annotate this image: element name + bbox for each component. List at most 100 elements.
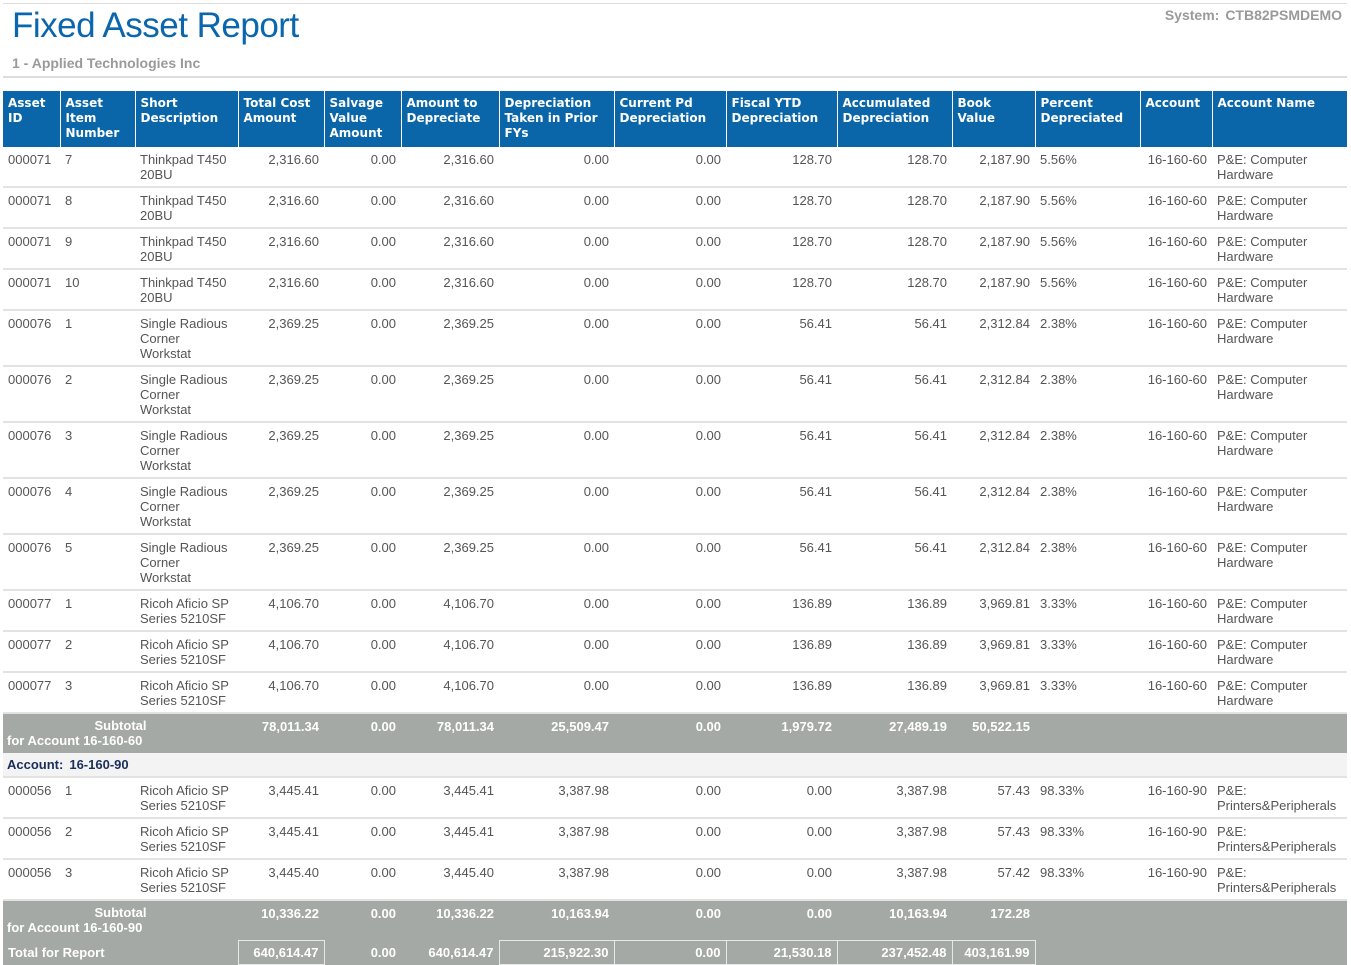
table-cell: 000071 <box>3 228 60 270</box>
table-cell: 2,369.25 <box>401 422 499 479</box>
table-cell: 16-160-90 <box>1140 859 1212 901</box>
table-cell: 56.41 <box>837 366 952 423</box>
report-total-row: Total for Report 640,614.47 0.00 640,614.47… <box>3 940 1347 965</box>
table-cell: 3,387.98 <box>499 818 614 860</box>
table-cell: 000056 <box>3 818 60 860</box>
table-cell: 56.41 <box>837 478 952 535</box>
column-header[interactable]: Current Pd Depreciation <box>613 91 726 147</box>
table-cell: 2,369.25 <box>401 478 499 535</box>
column-header[interactable]: Fiscal YTD Depreciation <box>725 91 837 147</box>
table-row[interactable]: 000076 4 Single Radious Corner Workstat 2,3… <box>3 478 1347 535</box>
subtotal-value: 78,011.34 <box>401 713 499 753</box>
table-row[interactable]: 000071 9 Thinkpad T450 20BU 2,316.60 0.00 2,3… <box>3 228 1347 270</box>
table-cell: 5.56% <box>1035 269 1140 311</box>
table-cell: 2.38% <box>1035 478 1140 535</box>
table-cell: 136.89 <box>837 590 952 632</box>
subtotal-value: 10,336.22 <box>401 900 499 941</box>
table-cell: 000076 <box>3 534 60 591</box>
subtotal-account: for Account 16-160-60 <box>7 733 143 748</box>
table-row[interactable]: 000077 1 Ricoh Aficio SP Series 5210SF 4,10… <box>3 590 1347 632</box>
table-cell: 56.41 <box>837 310 952 367</box>
table-row[interactable]: 000076 1 Single Radious Corner Workstat 2,3… <box>3 310 1347 367</box>
table-cell: 0.00 <box>324 777 401 819</box>
column-header[interactable]: Asset ID <box>3 91 60 147</box>
table-row[interactable]: 000071 10 Thinkpad T450 20BU 2,316.60 0.00 2,… <box>3 269 1347 311</box>
table-cell: Single Radious Corner Workstat <box>135 310 238 367</box>
table-cell: 0.00 <box>614 534 726 591</box>
table-row[interactable]: 000056 3 Ricoh Aficio SP Series 5210SF 3,44… <box>3 859 1347 901</box>
table-row[interactable]: 000076 5 Single Radious Corner Workstat 2,3… <box>3 534 1347 591</box>
report-total-value: 237,452.48 <box>836 940 953 965</box>
table-row[interactable]: 000077 2 Ricoh Aficio SP Series 5210SF 4,10… <box>3 631 1347 673</box>
table-cell: 3,387.98 <box>837 818 952 860</box>
column-header[interactable]: Book Value <box>951 91 1035 147</box>
table-cell: 0.00 <box>499 478 614 535</box>
header-divider <box>3 76 1347 78</box>
column-header[interactable]: Amount to Depreciate <box>400 91 499 147</box>
table-cell: 3 <box>60 672 135 714</box>
table-cell: 2,316.60 <box>238 269 324 311</box>
system-value: CTB82PSMDEMO <box>1225 7 1342 23</box>
table-cell: 1 <box>60 310 135 367</box>
column-header[interactable]: Account Name <box>1211 91 1347 147</box>
table-cell: 3,445.40 <box>401 859 499 901</box>
column-header[interactable]: Depreciation Taken in Prior FYs <box>498 91 614 147</box>
table-row[interactable]: 000056 1 Ricoh Aficio SP Series 5210SF 3,44… <box>3 777 1347 819</box>
table-cell: 0.00 <box>499 422 614 479</box>
table-cell: 2,316.60 <box>238 228 324 270</box>
table-cell: 0.00 <box>324 310 401 367</box>
subtotal-value: 50,522.15 <box>952 713 1035 753</box>
table-cell: Ricoh Aficio SP Series 5210SF <box>135 631 238 673</box>
table-cell: 0.00 <box>499 269 614 311</box>
column-header[interactable]: Short Description <box>134 91 238 147</box>
table-row[interactable]: 000077 3 Ricoh Aficio SP Series 5210SF 4,10… <box>3 672 1347 714</box>
table-cell: 0.00 <box>614 147 726 188</box>
table-cell: 56.41 <box>726 366 837 423</box>
column-header[interactable]: Total Cost Amount <box>237 91 324 147</box>
table-cell: 000077 <box>3 590 60 632</box>
table-cell: 0.00 <box>499 631 614 673</box>
table-cell: 5.56% <box>1035 228 1140 270</box>
table-cell: 3 <box>60 422 135 479</box>
table-header-row: Asset ID Asset Item Number Short Descripti… <box>3 91 1347 147</box>
report-total-empty <box>1035 940 1347 965</box>
table-row[interactable]: 000076 3 Single Radious Corner Workstat 2,3… <box>3 422 1347 479</box>
table-cell: P&E: Computer Hardware <box>1212 631 1347 673</box>
table-cell: Ricoh Aficio SP Series 5210SF <box>135 777 238 819</box>
subtotal-value: 172.28 <box>952 900 1035 941</box>
system-info: System: CTB82PSMDEMO <box>1159 7 1342 23</box>
table-row[interactable]: 000076 2 Single Radious Corner Workstat 2,3… <box>3 366 1347 423</box>
account-value: 16-160-90 <box>69 757 129 772</box>
column-header[interactable]: Percent Depreciated <box>1034 91 1140 147</box>
table-cell: 57.43 <box>952 818 1035 860</box>
subtotal-value: 10,336.22 <box>238 900 324 941</box>
table-cell: 10 <box>60 269 135 311</box>
column-header[interactable]: Salvage Value Amount <box>323 91 401 147</box>
table-row[interactable]: 000056 2 Ricoh Aficio SP Series 5210SF 3,44… <box>3 818 1347 860</box>
subtotal-empty <box>1035 713 1347 753</box>
table-cell: 16-160-60 <box>1140 422 1212 479</box>
column-header[interactable]: Account <box>1139 91 1212 147</box>
table-cell: 4,106.70 <box>238 672 324 714</box>
column-header[interactable]: Accumulated Depreciation <box>836 91 952 147</box>
table-row[interactable]: 000071 7 Thinkpad T450 20BU 2,316.60 0.00 2,3… <box>3 147 1347 188</box>
table-cell: 128.70 <box>837 187 952 229</box>
subtotal-title: Subtotal <box>94 905 147 920</box>
table-cell: Single Radious Corner Workstat <box>135 366 238 423</box>
table-cell: 3,387.98 <box>499 777 614 819</box>
table-cell: 2.38% <box>1035 422 1140 479</box>
table-cell: 0.00 <box>324 269 401 311</box>
table-cell: 2,369.25 <box>401 534 499 591</box>
column-header[interactable]: Asset Item Number <box>59 91 135 147</box>
subtotal-account: for Account 16-160-90 <box>7 920 143 935</box>
table-cell: 98.33% <box>1035 777 1140 819</box>
table-row[interactable]: 000071 8 Thinkpad T450 20BU 2,316.60 0.00 2,3… <box>3 187 1347 229</box>
table-cell: 0.00 <box>324 228 401 270</box>
table-cell: 2.38% <box>1035 534 1140 591</box>
subtotal-value: 0.00 <box>324 713 401 753</box>
table-cell: 4 <box>60 478 135 535</box>
table-cell: 2,312.84 <box>952 422 1035 479</box>
table-cell: 3,445.41 <box>401 818 499 860</box>
table-cell: 1 <box>60 777 135 819</box>
table-cell: 0.00 <box>499 590 614 632</box>
